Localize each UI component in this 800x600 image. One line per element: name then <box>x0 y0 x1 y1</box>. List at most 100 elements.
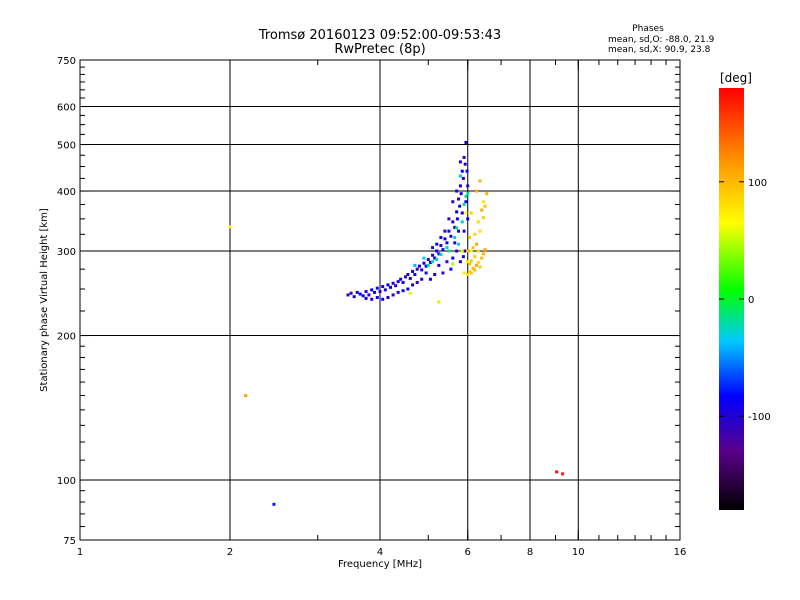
data-point <box>355 290 359 294</box>
data-point <box>469 211 473 215</box>
data-point <box>435 258 439 262</box>
axis-ticks: 1 2 4 6 8 10 16 75 100 200 300 400 500 600 750 <box>57 56 686 558</box>
data-point <box>433 256 437 260</box>
data-point <box>478 265 482 269</box>
data-point <box>458 184 462 188</box>
data-point <box>461 255 465 259</box>
data-point <box>394 284 398 288</box>
x-tick-label: 8 <box>527 547 533 558</box>
data-point <box>475 189 479 193</box>
data-points <box>228 140 565 506</box>
data-point <box>455 217 459 221</box>
data-point <box>478 179 482 183</box>
x-tick-label: 6 <box>465 547 471 558</box>
data-point <box>455 226 459 230</box>
data-point <box>478 229 482 233</box>
data-point <box>431 246 435 250</box>
data-point <box>364 296 368 300</box>
data-point <box>466 184 470 188</box>
data-point <box>358 292 362 296</box>
data-point <box>383 288 387 292</box>
data-point <box>406 287 410 291</box>
data-point <box>459 192 463 196</box>
data-point <box>378 290 382 294</box>
y-tick-label: 600 <box>57 103 76 114</box>
data-point <box>447 249 451 253</box>
data-point <box>458 204 462 208</box>
data-point <box>466 192 470 196</box>
x-tick-label: 4 <box>377 547 383 558</box>
data-point <box>401 289 405 293</box>
x-tick-label: 10 <box>572 547 585 558</box>
data-point <box>228 225 232 229</box>
data-point <box>457 197 461 201</box>
data-point <box>458 260 462 264</box>
data-point <box>460 249 464 253</box>
data-point <box>420 268 424 272</box>
x-tick-label: 16 <box>674 547 687 558</box>
data-point <box>453 236 457 240</box>
data-point <box>445 241 449 245</box>
data-point <box>433 273 437 277</box>
data-point <box>244 394 248 398</box>
data-point <box>462 155 466 159</box>
data-point <box>455 210 459 214</box>
data-point <box>422 261 426 265</box>
data-point <box>401 280 405 284</box>
data-point <box>445 260 449 264</box>
data-point <box>437 263 441 267</box>
data-point <box>457 242 461 246</box>
data-point <box>403 275 407 279</box>
data-point <box>431 260 435 264</box>
data-point <box>437 252 441 256</box>
data-point <box>464 140 468 144</box>
data-point <box>364 290 368 294</box>
data-point <box>462 271 466 275</box>
data-point <box>361 294 365 298</box>
data-point <box>480 256 484 260</box>
data-point <box>396 290 400 294</box>
data-point <box>485 192 489 196</box>
data-point <box>415 267 419 271</box>
data-point <box>435 249 439 253</box>
data-point <box>464 211 468 215</box>
data-point <box>455 249 459 253</box>
data-point <box>424 264 428 268</box>
y-tick-label: 100 <box>57 476 76 487</box>
data-point <box>439 244 443 248</box>
y-axis-label: Stationary phase Virtual Height [km] <box>39 208 50 392</box>
data-point <box>561 472 565 476</box>
data-point <box>386 283 390 287</box>
data-point <box>460 211 464 215</box>
legend-line-o: mean, sd,O: -88.0, 21.9 <box>608 35 715 45</box>
data-point <box>381 297 385 301</box>
data-point <box>352 295 356 299</box>
data-point <box>458 174 462 178</box>
data-point <box>272 502 276 506</box>
data-point <box>408 291 412 295</box>
data-point <box>451 262 455 266</box>
data-point <box>443 237 447 241</box>
data-point <box>468 269 472 273</box>
data-point <box>381 285 385 289</box>
y-tick-label: 500 <box>57 141 76 152</box>
data-point <box>449 267 453 271</box>
data-point <box>473 255 477 259</box>
chart-title: Tromsø 20160123 09:52:00-09:53:43 <box>258 28 501 43</box>
data-point <box>473 232 477 236</box>
data-point <box>391 281 395 285</box>
data-point <box>399 277 403 281</box>
data-point <box>464 200 468 204</box>
data-point <box>455 189 459 193</box>
data-point <box>462 229 466 233</box>
data-point <box>375 286 379 290</box>
data-point <box>426 263 430 267</box>
data-point <box>463 249 467 253</box>
data-point <box>349 291 353 295</box>
y-tick-label: 750 <box>57 56 76 67</box>
data-point <box>555 470 559 474</box>
data-point <box>469 259 473 263</box>
data-point <box>386 296 390 300</box>
data-point <box>435 242 439 246</box>
